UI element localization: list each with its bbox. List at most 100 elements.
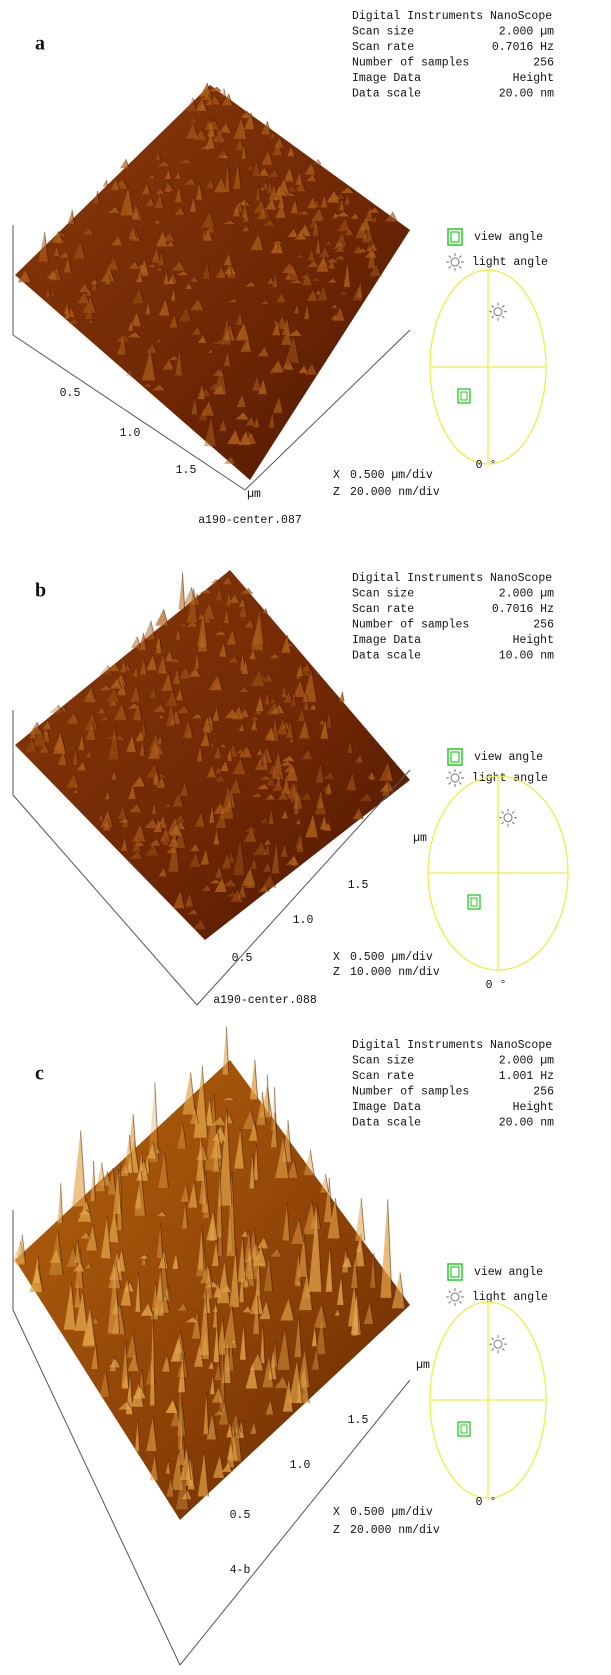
dial-light-ray bbox=[502, 822, 504, 824]
axis-label: 0.5 bbox=[60, 387, 81, 400]
light-icon-ray bbox=[459, 1291, 461, 1293]
scale-value: 20.000 nm/div bbox=[350, 1524, 440, 1537]
file-name: a190-center.087 bbox=[198, 514, 302, 527]
info-key: Image Data bbox=[352, 1101, 421, 1114]
dial-view-inner bbox=[471, 898, 477, 906]
light-icon-ray bbox=[449, 1301, 451, 1303]
file-name: a190-center.088 bbox=[213, 994, 317, 1007]
info-value: 256 bbox=[533, 57, 554, 70]
light-icon-ray bbox=[459, 256, 461, 258]
dial-view-inner bbox=[461, 392, 467, 400]
view-icon bbox=[448, 229, 462, 245]
dial-light bbox=[494, 308, 502, 316]
axis-label: µm bbox=[416, 1359, 430, 1372]
legend-view: view angle bbox=[474, 1266, 543, 1279]
dial-view bbox=[458, 389, 470, 403]
dial-light-ray bbox=[502, 305, 504, 307]
dial-light-ray bbox=[502, 811, 504, 813]
light-icon-ray bbox=[459, 772, 461, 774]
info-key: Image Data bbox=[352, 634, 421, 647]
scale-value: 10.000 nm/div bbox=[350, 966, 440, 979]
dial-light-ray bbox=[492, 1338, 494, 1340]
dial-light-ray bbox=[492, 1348, 494, 1350]
dial-light bbox=[494, 1340, 502, 1348]
dial-angle: 0 ° bbox=[476, 1496, 497, 1509]
info-key: Number of samples bbox=[352, 1086, 469, 1099]
scale-axis: Z bbox=[333, 1524, 340, 1537]
info-value: 256 bbox=[533, 619, 554, 632]
axis-label: µm bbox=[247, 488, 261, 501]
light-icon-ray bbox=[449, 266, 451, 268]
legend-view: view angle bbox=[474, 231, 543, 244]
light-icon-ray bbox=[459, 266, 461, 268]
dial-angle: 0 ° bbox=[476, 459, 497, 472]
info-header: Digital Instruments NanoScope bbox=[352, 1039, 552, 1052]
scale-value: 0.500 µm/div bbox=[350, 951, 433, 964]
info-key: Scan rate bbox=[352, 603, 414, 616]
light-icon-ray bbox=[449, 782, 451, 784]
axis-label: 0.5 bbox=[232, 952, 253, 965]
info-key: Data scale bbox=[352, 650, 421, 663]
info-value: 10.00 nm bbox=[499, 650, 554, 663]
info-value: 0.7016 Hz bbox=[492, 603, 554, 616]
info-key: Data scale bbox=[352, 1117, 421, 1130]
info-key: Image Data bbox=[352, 72, 421, 85]
panel-label: c bbox=[35, 1063, 44, 1085]
light-icon bbox=[451, 1293, 459, 1301]
info-key: Data scale bbox=[352, 88, 421, 101]
axis-label: µm bbox=[413, 832, 427, 845]
info-value: 0.7016 Hz bbox=[492, 41, 554, 54]
axis-label: 1.0 bbox=[120, 427, 141, 440]
scale-value: 20.000 nm/div bbox=[350, 486, 440, 499]
legend-light: light angle bbox=[472, 256, 548, 269]
afm-panel: b Digital Instruments NanoScope Scan size 2… bbox=[13, 570, 568, 1007]
afm-panel: c Digital Instruments NanoScope Scan size 2… bbox=[12, 1027, 554, 1665]
afm-panel: aDigital Instruments NanoScopeScan size2… bbox=[13, 10, 554, 527]
light-icon bbox=[451, 774, 459, 782]
dial-light-ray bbox=[492, 316, 494, 318]
info-value: 256 bbox=[533, 1086, 554, 1099]
info-value: 20.00 nm bbox=[499, 88, 554, 101]
info-value: 1.001 Hz bbox=[499, 1070, 554, 1083]
light-icon-ray bbox=[449, 1291, 451, 1293]
axis-label: 1.5 bbox=[348, 1414, 369, 1427]
figure: aDigital Instruments NanoScopeScan size2… bbox=[0, 0, 611, 1675]
scale-value: 0.500 µm/div bbox=[350, 469, 433, 482]
info-key: Scan size bbox=[352, 1055, 414, 1068]
scale-axis: X bbox=[333, 1506, 340, 1519]
info-header: Digital Instruments NanoScope bbox=[352, 572, 552, 585]
axis-label: 1.5 bbox=[176, 464, 197, 477]
info-value: Height bbox=[513, 1101, 554, 1114]
scale-axis: X bbox=[333, 951, 340, 964]
info-value: 2.000 µm bbox=[499, 588, 554, 601]
file-name: 4-b bbox=[230, 1564, 251, 1577]
dial-light-ray bbox=[502, 316, 504, 318]
light-icon-ray bbox=[449, 256, 451, 258]
info-key: Scan size bbox=[352, 26, 414, 39]
dial-light-ray bbox=[492, 305, 494, 307]
dial-light-ray bbox=[512, 822, 514, 824]
light-icon-ray bbox=[449, 772, 451, 774]
dial-light-ray bbox=[512, 811, 514, 813]
info-value: Height bbox=[513, 72, 554, 85]
dial-angle: 0 ° bbox=[486, 979, 507, 992]
dial-view bbox=[468, 895, 480, 909]
axis-label: 1.0 bbox=[293, 914, 314, 927]
light-icon-ray bbox=[459, 1301, 461, 1303]
dial-light bbox=[504, 814, 512, 822]
legend-view: view angle bbox=[474, 751, 543, 764]
dial-view-inner bbox=[461, 1425, 467, 1433]
light-icon-ray bbox=[459, 782, 461, 784]
view-icon-inner bbox=[451, 1267, 459, 1277]
scale-value: 0.500 µm/div bbox=[350, 1506, 433, 1519]
info-key: Scan size bbox=[352, 588, 414, 601]
info-value: Height bbox=[513, 634, 554, 647]
info-key: Number of samples bbox=[352, 619, 469, 632]
panel-label: b bbox=[35, 580, 46, 602]
info-key: Scan rate bbox=[352, 1070, 414, 1083]
axis-label: 0.5 bbox=[230, 1509, 251, 1522]
axis-label: 1.0 bbox=[290, 1459, 311, 1472]
scale-axis: X bbox=[333, 469, 340, 482]
info-value: 20.00 nm bbox=[499, 1117, 554, 1130]
light-icon bbox=[451, 258, 459, 266]
